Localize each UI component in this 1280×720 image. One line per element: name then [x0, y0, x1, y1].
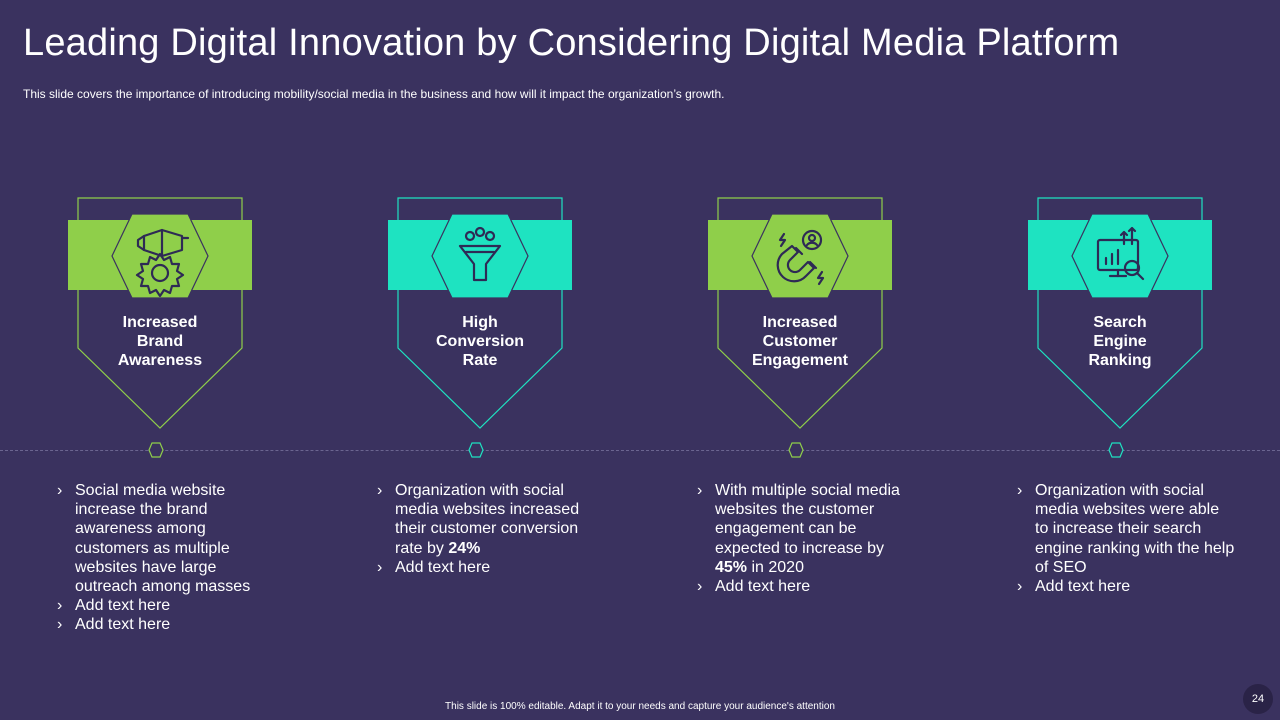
bullet-item: With multiple social media websites the …: [695, 481, 915, 577]
page-number: 24: [1243, 684, 1273, 714]
page-title: Leading Digital Innovation by Considerin…: [23, 22, 1120, 64]
timeline-node-icon: [1108, 442, 1124, 458]
bullet-text-suffix: in 2020: [747, 558, 804, 576]
bullet-list: Organization with social media websites …: [375, 481, 595, 577]
bullet-text: Organization with social media websites …: [1035, 482, 1235, 576]
feature-card-2: High Conversion Rate: [388, 196, 572, 432]
card-label: High Conversion Rate: [418, 313, 542, 370]
card-label-line: Brand: [136, 333, 184, 350]
chart-search-icon: [1072, 214, 1168, 298]
bullet-item: Add text here: [55, 596, 275, 615]
timeline-dashed-line: [0, 450, 1280, 451]
card-label: Increased Customer Engagement: [738, 313, 862, 370]
feature-card-1: Increased Brand Awareness: [68, 196, 252, 432]
timeline-node-icon: [148, 442, 164, 458]
page-subtitle: This slide covers the importance of intr…: [23, 87, 725, 101]
bullet-item: Organization with social media websites …: [375, 481, 595, 558]
bullet-text: Add text here: [75, 597, 171, 615]
bullet-text: Add text here: [75, 616, 171, 634]
card-label-line: Increased: [122, 314, 198, 331]
bullet-highlight: 45%: [715, 558, 748, 576]
timeline-node-icon: [468, 442, 484, 458]
bullet-list: Organization with social media websites …: [1015, 481, 1235, 596]
megaphone-badge-icon: [112, 214, 208, 298]
bullet-item: Social media website increase the brand …: [55, 481, 275, 596]
card-label-line: Awareness: [117, 352, 203, 369]
card-label-line: High: [462, 314, 498, 331]
bullet-text: Add text here: [715, 578, 811, 596]
bullet-text: With multiple social media websites the …: [715, 482, 900, 557]
card-label-line: Rate: [462, 352, 498, 369]
bullet-highlight: 24%: [448, 539, 481, 557]
bullet-text: Add text here: [395, 558, 491, 576]
timeline-node-icon: [788, 442, 804, 458]
bullet-list: Social media website increase the brand …: [55, 481, 275, 635]
bullet-item: Add text here: [1015, 577, 1235, 596]
card-label-line: Increased: [762, 314, 838, 331]
card-label-line: Engine: [1093, 333, 1147, 350]
feature-card-4: Search Engine Ranking: [1028, 196, 1212, 432]
bullet-text: Organization with social media websites …: [395, 482, 580, 557]
funnel-icon: [432, 214, 528, 298]
card-frame: [388, 197, 572, 429]
bullet-list: With multiple social media websites the …: [695, 481, 915, 596]
card-label-line: Search: [1093, 314, 1147, 331]
card-label: Increased Brand Awareness: [98, 313, 222, 370]
card-label-line: Conversion: [435, 333, 524, 350]
card-label-line: Engagement: [751, 352, 848, 369]
bullet-text: Add text here: [1035, 578, 1131, 596]
magnet-user-icon: [752, 214, 848, 298]
bullet-item: Add text here: [375, 558, 595, 577]
feature-card-3: Increased Customer Engagement: [708, 196, 892, 432]
card-frame: [1028, 197, 1212, 429]
card-label-line: Customer: [762, 333, 838, 350]
card-label-line: Ranking: [1088, 352, 1152, 369]
card-label: Search Engine Ranking: [1058, 313, 1182, 370]
bullet-item: Organization with social media websites …: [1015, 481, 1235, 577]
bullet-text: Social media website increase the brand …: [75, 482, 251, 596]
footer-note: This slide is 100% editable. Adapt it to…: [445, 701, 835, 712]
bullet-item: Add text here: [55, 615, 275, 634]
card-frame: [708, 197, 892, 429]
bullet-item: Add text here: [695, 577, 915, 596]
